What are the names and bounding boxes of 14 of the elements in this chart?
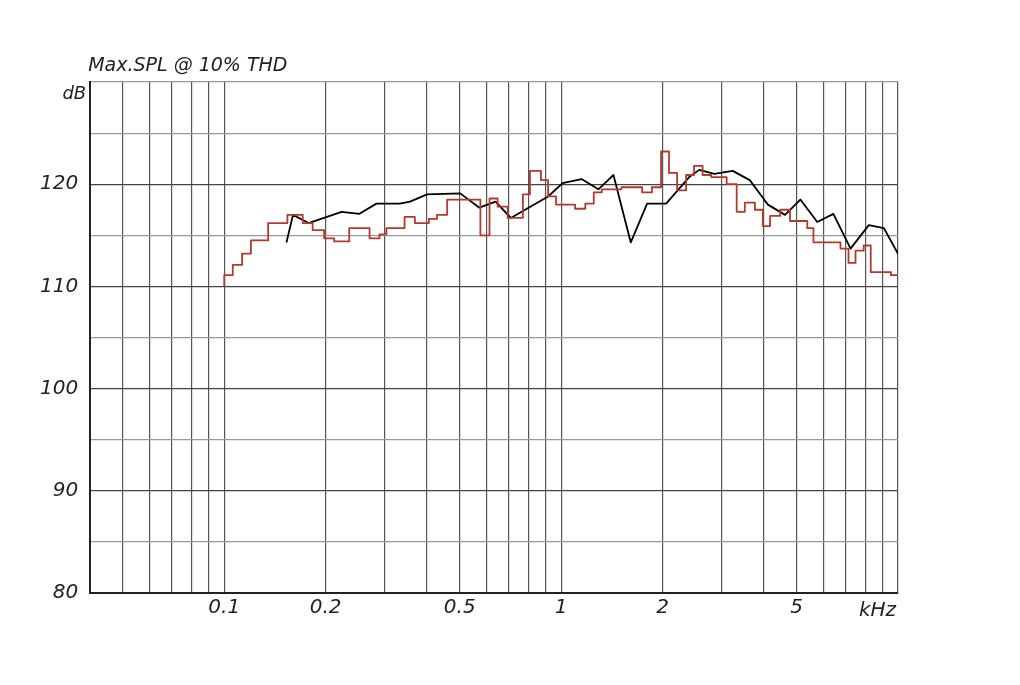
x-tick-label: 0.2 [309, 594, 342, 619]
y-tick-label: 90 [52, 477, 79, 501]
y-tick-label: 100 [39, 374, 79, 399]
chart-title: Max.SPL @ 10% THD [88, 53, 288, 76]
y-tick-label: 120 [39, 170, 79, 195]
x-tick-label: 1 [554, 594, 568, 619]
y-axis-title: dB [62, 81, 87, 103]
x-tick-label: 0.5 [443, 594, 476, 619]
y-tick-label: 110 [39, 272, 79, 297]
x-axis-title: kHz [858, 597, 897, 622]
x-tick-label: 5 [790, 594, 803, 619]
x-tick-label: 0.1 [208, 594, 241, 619]
x-tick-label: 2 [656, 594, 669, 619]
y-tick-label: 80 [52, 579, 79, 604]
